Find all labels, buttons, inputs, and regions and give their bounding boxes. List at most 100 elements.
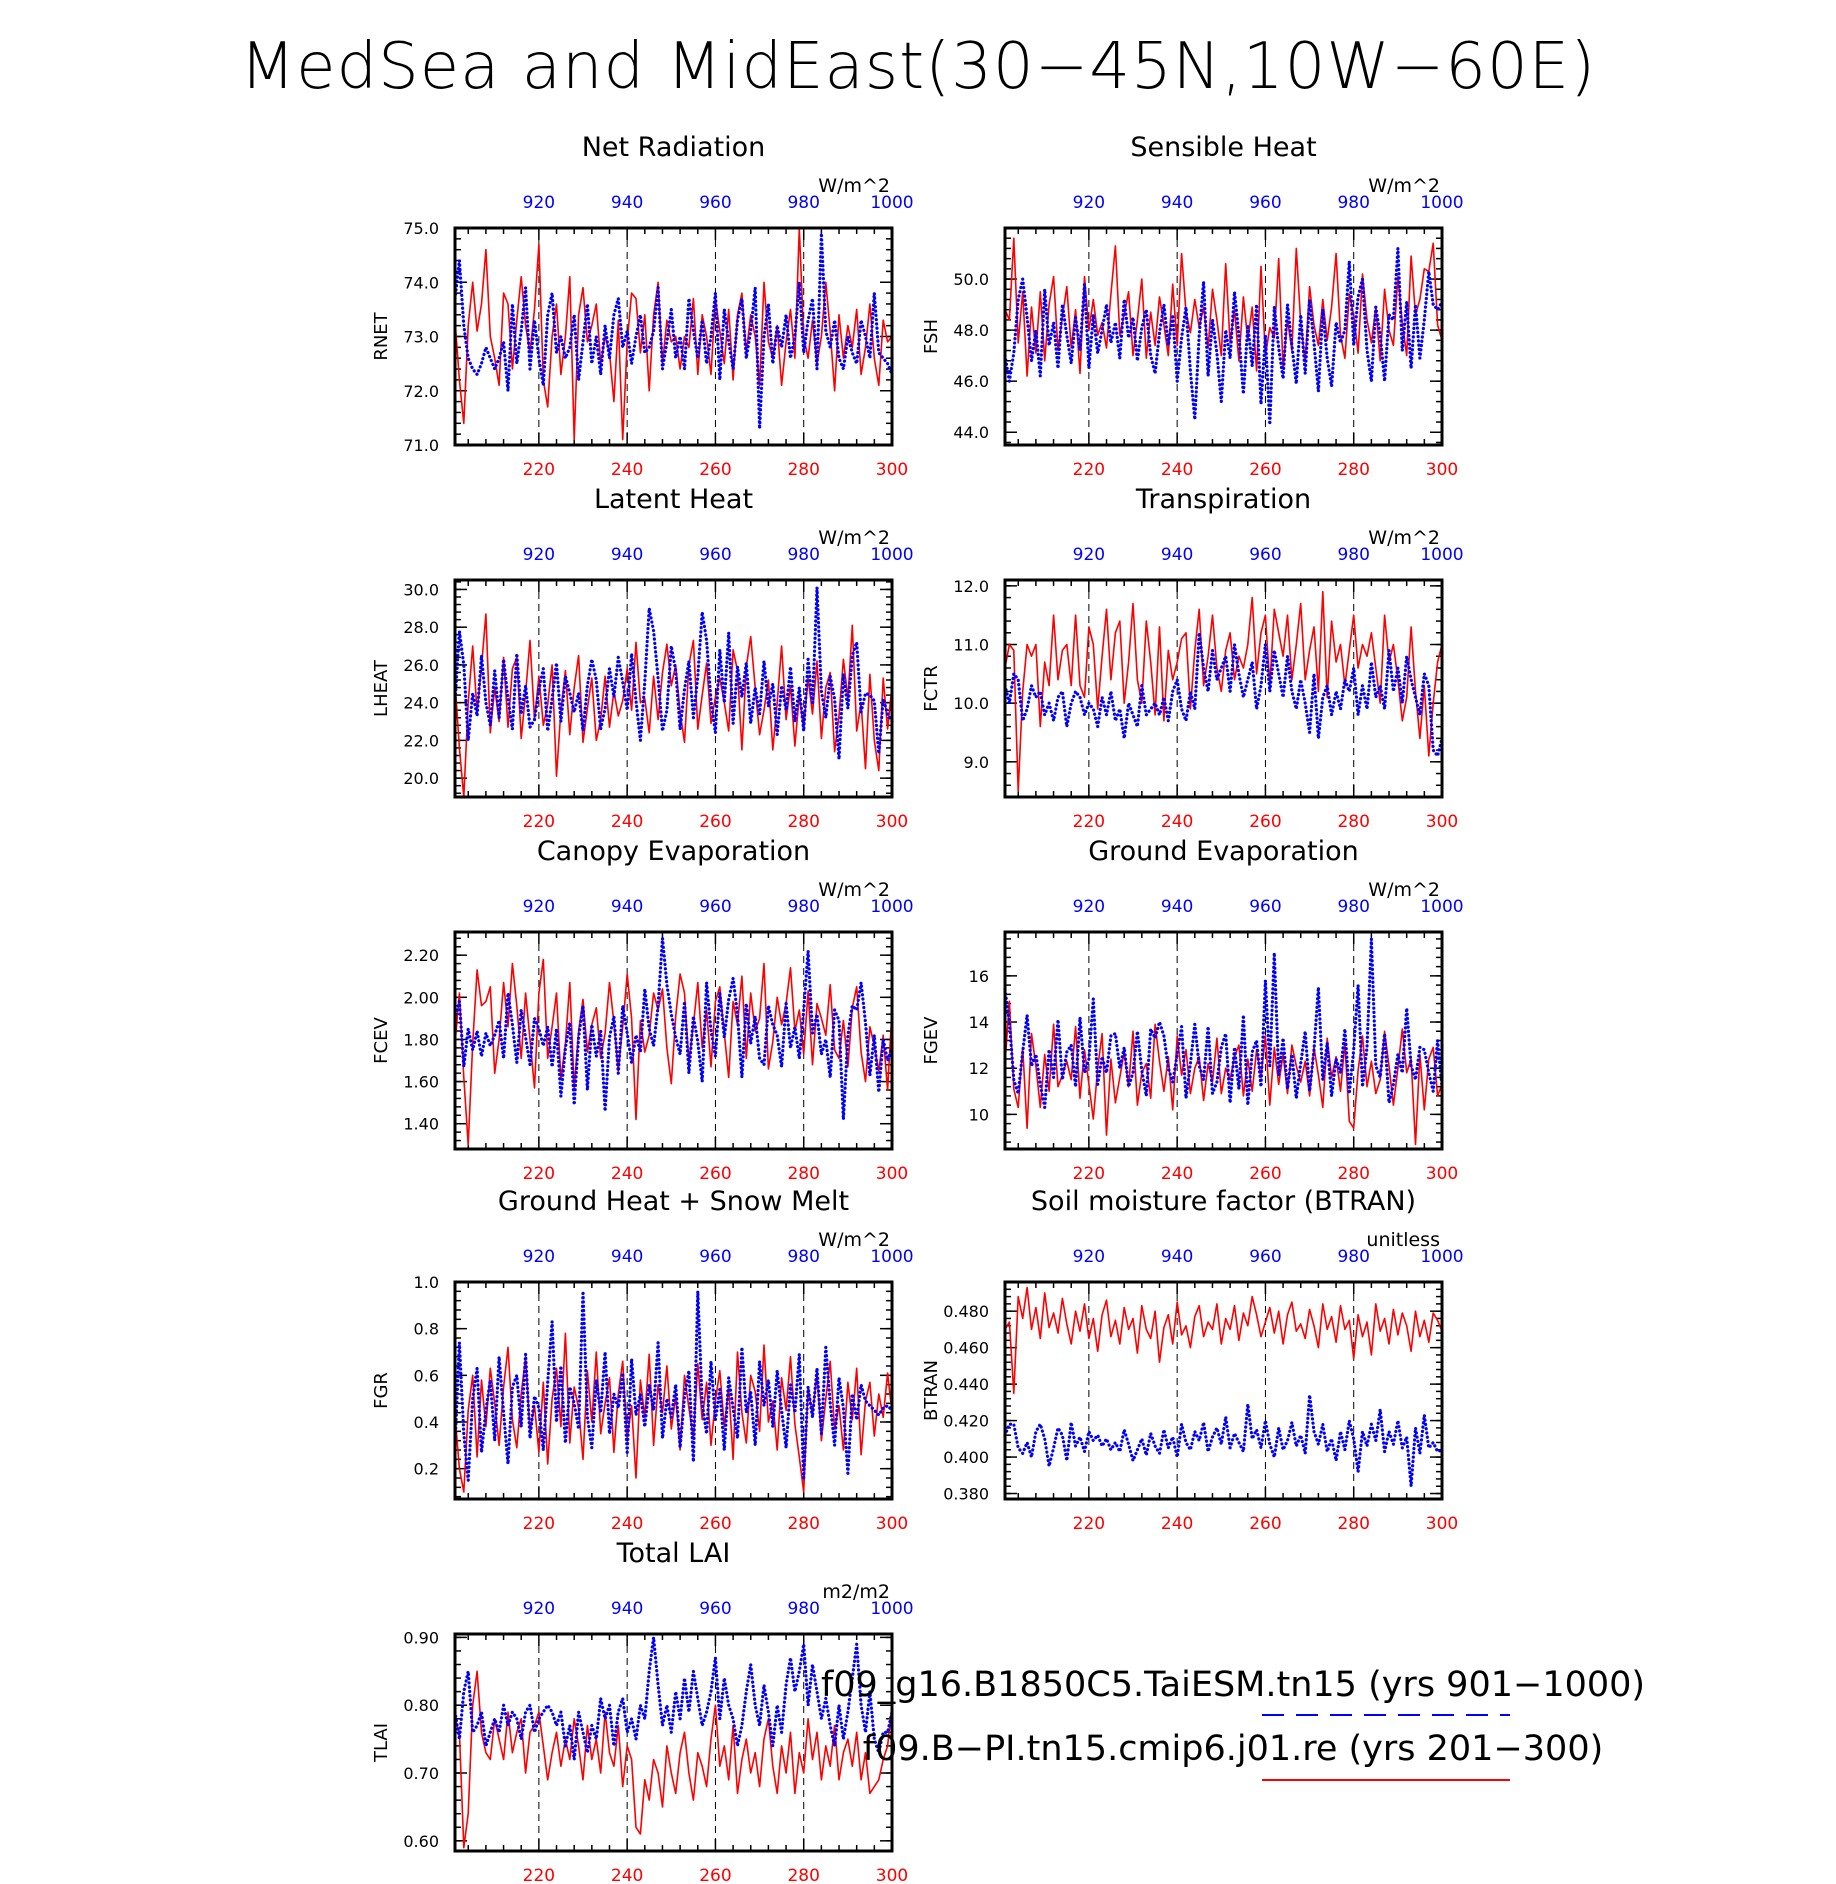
x-top-tick-label: 980 [787, 193, 819, 213]
x-tick-label: 220 [523, 1164, 555, 1184]
series-line-blue [453, 231, 894, 431]
x-tick-label: 260 [699, 1164, 731, 1184]
x-top-tick-label: 960 [699, 193, 731, 213]
x-top-tick-label: 980 [1337, 545, 1369, 565]
x-top-tick-label: 1000 [1420, 545, 1463, 565]
x-tick-label: 300 [876, 1514, 908, 1534]
panel-fcev: Canopy Evaporation W/m^2 FCEV 220 240 260 280 3… [371, 836, 914, 1184]
x-top-tick-label: 980 [1337, 193, 1369, 213]
x-tick-label: 220 [1073, 1164, 1105, 1184]
x-top-tick-label: 980 [787, 1247, 819, 1267]
y-tick-label: 46.0 [953, 372, 989, 391]
legend-label-blue: f09_g16.B1850C5.TaiESM.tn15 (yrs 901−100… [821, 1665, 1645, 1705]
panel-title: Soil moisture factor (BTRAN) [1031, 1186, 1416, 1217]
legend: f09_g16.B1850C5.TaiESM.tn15 (yrs 901−100… [821, 1665, 1645, 1781]
x-tick-label: 300 [876, 1164, 908, 1184]
x-top-tick-label: 940 [1161, 1247, 1193, 1267]
x-tick-label: 260 [699, 1866, 731, 1884]
y-tick-label: 1.80 [403, 1030, 439, 1049]
y-tick-label: 10.0 [953, 694, 989, 713]
x-top-tick-label: 920 [1073, 897, 1105, 917]
y-tick-label: 75.0 [403, 219, 439, 238]
x-top-tick-label: 960 [1249, 545, 1281, 565]
x-top-tick-label: 940 [611, 193, 643, 213]
x-top-tick-label: 940 [611, 545, 643, 565]
x-top-tick-label: 980 [787, 1599, 819, 1619]
y-tick-label: 12.0 [953, 577, 989, 596]
y-axis-label: RNET [371, 311, 392, 360]
panel-title: Latent Heat [594, 484, 753, 515]
panel-title: Total LAI [616, 1538, 731, 1569]
x-top-tick-label: 920 [523, 193, 555, 213]
panel-units: W/m^2 [1368, 527, 1440, 549]
x-tick-label: 240 [611, 1164, 643, 1184]
plot-frame [1003, 930, 1444, 1151]
panel-fctr: Transpiration W/m^2 FCTR 220 240 260 280 300 920… [921, 484, 1464, 832]
y-tick-label: 0.380 [943, 1485, 989, 1504]
y-tick-label: 0.90 [403, 1628, 439, 1647]
series-line-red [454, 1670, 893, 1849]
x-tick-label: 280 [1337, 1514, 1369, 1534]
series-line-red [454, 958, 893, 1146]
y-tick-label: 0.2 [414, 1460, 439, 1479]
x-tick-label: 220 [1073, 812, 1105, 832]
x-top-tick-label: 940 [1161, 193, 1193, 213]
y-tick-label: 44.0 [953, 423, 989, 442]
y-tick-label: 16 [969, 967, 989, 986]
panel-units: W/m^2 [818, 1229, 890, 1251]
series-line-red [1004, 590, 1443, 792]
x-tick-label: 300 [876, 812, 908, 832]
x-top-tick-label: 940 [611, 1247, 643, 1267]
x-tick-label: 300 [876, 460, 908, 480]
figure-title: MedSea and MidEast(30−45N,10W−60E) [240, 30, 1596, 104]
x-top-tick-label: 940 [611, 897, 643, 917]
y-tick-label: 73.0 [403, 328, 439, 347]
x-top-tick-label: 940 [611, 1599, 643, 1619]
y-tick-label: 30.0 [403, 580, 439, 599]
panel-rnet: Net Radiation W/m^2 RNET 220 240 260 280 300 920… [371, 132, 914, 480]
y-axis-label: TLAI [371, 1723, 392, 1763]
x-top-tick-label: 960 [699, 1247, 731, 1267]
x-tick-label: 280 [787, 812, 819, 832]
x-tick-label: 240 [611, 812, 643, 832]
x-top-tick-label: 940 [1161, 545, 1193, 565]
y-tick-label: 0.4 [414, 1413, 439, 1432]
panel-units: m2/m2 [822, 1581, 890, 1603]
panel-btran: Soil moisture factor (BTRAN) unitless BTRA… [921, 1186, 1464, 1534]
x-top-tick-label: 1000 [870, 897, 913, 917]
y-tick-label: 1.60 [403, 1073, 439, 1092]
panel-fsh: Sensible Heat W/m^2 FSH 220 240 260 280 300 920 9… [921, 132, 1464, 480]
x-top-tick-label: 960 [1249, 1247, 1281, 1267]
x-tick-label: 300 [1426, 460, 1458, 480]
y-tick-label: 1.40 [403, 1115, 439, 1134]
plot-frame [453, 1632, 894, 1853]
y-tick-label: 74.0 [403, 273, 439, 292]
y-tick-label: 0.440 [943, 1375, 989, 1394]
x-tick-label: 240 [611, 460, 643, 480]
legend-label-red: f09.B−PI.tn15.cmip6.j01.re (yrs 201−300) [863, 1729, 1604, 1769]
x-tick-label: 260 [1249, 460, 1281, 480]
x-tick-label: 280 [787, 1866, 819, 1884]
series-line-blue [453, 1635, 894, 1762]
panel-title: Net Radiation [582, 132, 766, 163]
y-tick-label: 0.400 [943, 1448, 989, 1467]
x-tick-label: 260 [699, 1514, 731, 1534]
x-top-tick-label: 920 [523, 545, 555, 565]
x-top-tick-label: 920 [1073, 1247, 1105, 1267]
x-tick-label: 300 [1426, 1514, 1458, 1534]
x-top-tick-label: 1000 [870, 1599, 913, 1619]
panel-units: W/m^2 [818, 175, 890, 197]
series-line-blue [1003, 937, 1444, 1110]
y-tick-label: 0.460 [943, 1339, 989, 1358]
plot-frame [453, 578, 894, 799]
plot-frame [453, 930, 894, 1151]
plot-frame [1003, 1280, 1444, 1501]
y-tick-label: 0.70 [403, 1764, 439, 1783]
panel-units: W/m^2 [1368, 879, 1440, 901]
panel-units: unitless [1366, 1229, 1440, 1251]
y-axis-label: FSH [921, 319, 942, 354]
series-line-blue [1003, 246, 1444, 427]
x-tick-label: 220 [1073, 1514, 1105, 1534]
x-tick-label: 260 [1249, 1514, 1281, 1534]
y-axis-label: LHEAT [371, 659, 392, 717]
